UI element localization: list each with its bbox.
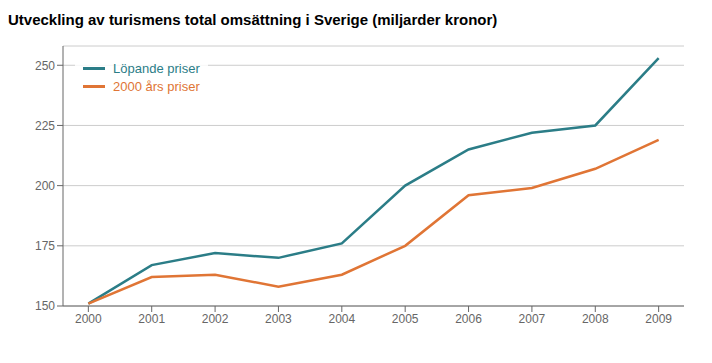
svg-text:2005: 2005 <box>392 312 419 326</box>
svg-text:2003: 2003 <box>265 312 292 326</box>
svg-text:2001: 2001 <box>138 312 165 326</box>
svg-text:2006: 2006 <box>455 312 482 326</box>
svg-text:150: 150 <box>35 299 55 313</box>
svg-text:2007: 2007 <box>519 312 546 326</box>
svg-text:2009: 2009 <box>645 312 672 326</box>
svg-text:2004: 2004 <box>328 312 355 326</box>
svg-text:250: 250 <box>35 59 55 73</box>
svg-text:225: 225 <box>35 119 55 133</box>
svg-text:200: 200 <box>35 179 55 193</box>
html-text:Löpande priser: Löpande priser <box>113 61 200 76</box>
svg-text:2002: 2002 <box>202 312 229 326</box>
svg-text:175: 175 <box>35 239 55 253</box>
html-text:2000 års priser: 2000 års priser <box>113 79 200 94</box>
html-text:Utveckling av turismens total: Utveckling av turismens total omsättning… <box>8 11 498 28</box>
svg-text:2000: 2000 <box>75 312 102 326</box>
svg-text:2008: 2008 <box>582 312 609 326</box>
